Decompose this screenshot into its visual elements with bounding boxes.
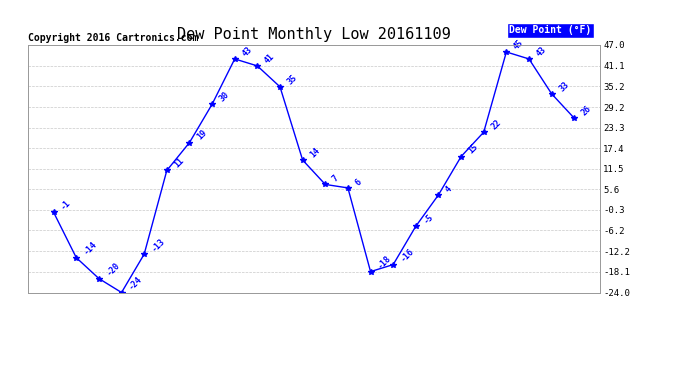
Text: 30: 30 (217, 90, 231, 104)
Text: 43: 43 (240, 45, 254, 58)
Text: 7: 7 (331, 174, 341, 184)
Text: 6: 6 (353, 177, 364, 187)
Text: 45: 45 (512, 38, 525, 51)
Text: 14: 14 (308, 146, 322, 159)
Text: -16: -16 (399, 247, 415, 264)
Text: -24: -24 (127, 275, 144, 292)
Text: 33: 33 (558, 80, 571, 93)
Text: 35: 35 (286, 73, 299, 86)
Text: 11: 11 (172, 156, 186, 170)
Text: Copyright 2016 Cartronics.com: Copyright 2016 Cartronics.com (28, 33, 198, 42)
Text: -5: -5 (422, 212, 435, 225)
Text: 41: 41 (263, 52, 277, 65)
Title: Dew Point Monthly Low 20161109: Dew Point Monthly Low 20161109 (177, 27, 451, 42)
Text: -13: -13 (150, 236, 167, 254)
Text: 4: 4 (444, 184, 454, 194)
Text: -20: -20 (104, 261, 121, 278)
Text: 19: 19 (195, 128, 208, 142)
Text: -14: -14 (82, 240, 99, 257)
Text: 15: 15 (466, 142, 480, 156)
Text: 22: 22 (489, 118, 503, 131)
Text: 43: 43 (535, 45, 548, 58)
Text: 26: 26 (580, 104, 593, 117)
Text: -1: -1 (59, 198, 72, 211)
Text: Dew Point (°F): Dew Point (°F) (509, 25, 592, 35)
Text: -18: -18 (376, 254, 393, 271)
